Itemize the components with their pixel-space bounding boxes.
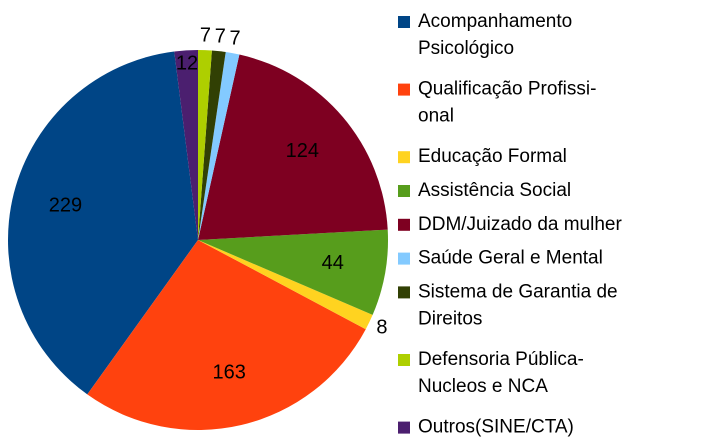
legend-label: Sistema de Garantia de Direitos [418, 281, 618, 329]
legend-swatch [398, 218, 410, 231]
pie-slice [87, 240, 366, 431]
pie-slice [198, 50, 212, 240]
legend-label: Outros(SINE/CTA) [418, 417, 574, 438]
legend-swatch [398, 252, 410, 265]
legend-label: Defensoria Pública-Nucleos e NCA [418, 349, 584, 397]
pie-slice [174, 50, 198, 240]
legend-label: Qualificação Profissi-onal [418, 79, 596, 127]
legend-swatch [398, 185, 410, 197]
value-label: 12 [176, 53, 198, 75]
pie-slice [198, 52, 240, 240]
legend-swatch [398, 354, 410, 366]
legend-label: Acompanhamento Psicológico [418, 11, 572, 59]
value-label: 8 [376, 316, 387, 338]
legend-swatch [398, 83, 410, 96]
legend-label: Educação Formal [418, 146, 567, 167]
value-label: 229 [49, 195, 82, 217]
legend-label: Saúde Geral e Mental [418, 248, 603, 269]
pie-slice [198, 240, 373, 330]
value-label: 44 [322, 252, 344, 274]
legend-swatch [398, 286, 410, 299]
legend-swatch [398, 16, 410, 28]
value-label: 7 [215, 26, 226, 48]
legend-label: DDM/Juizado da mulher [418, 214, 622, 235]
legend-swatch [398, 421, 410, 434]
legend-label: Assistência Social [418, 180, 571, 201]
pie-slice [198, 229, 388, 315]
legend-swatch [398, 151, 410, 164]
pie-slice [198, 50, 226, 241]
value-label: 163 [212, 361, 245, 383]
value-label: 124 [286, 140, 319, 162]
value-label: 7 [230, 28, 241, 50]
value-label: 7 [200, 24, 211, 46]
pie-slice [198, 54, 388, 240]
pie-slice [8, 51, 198, 395]
